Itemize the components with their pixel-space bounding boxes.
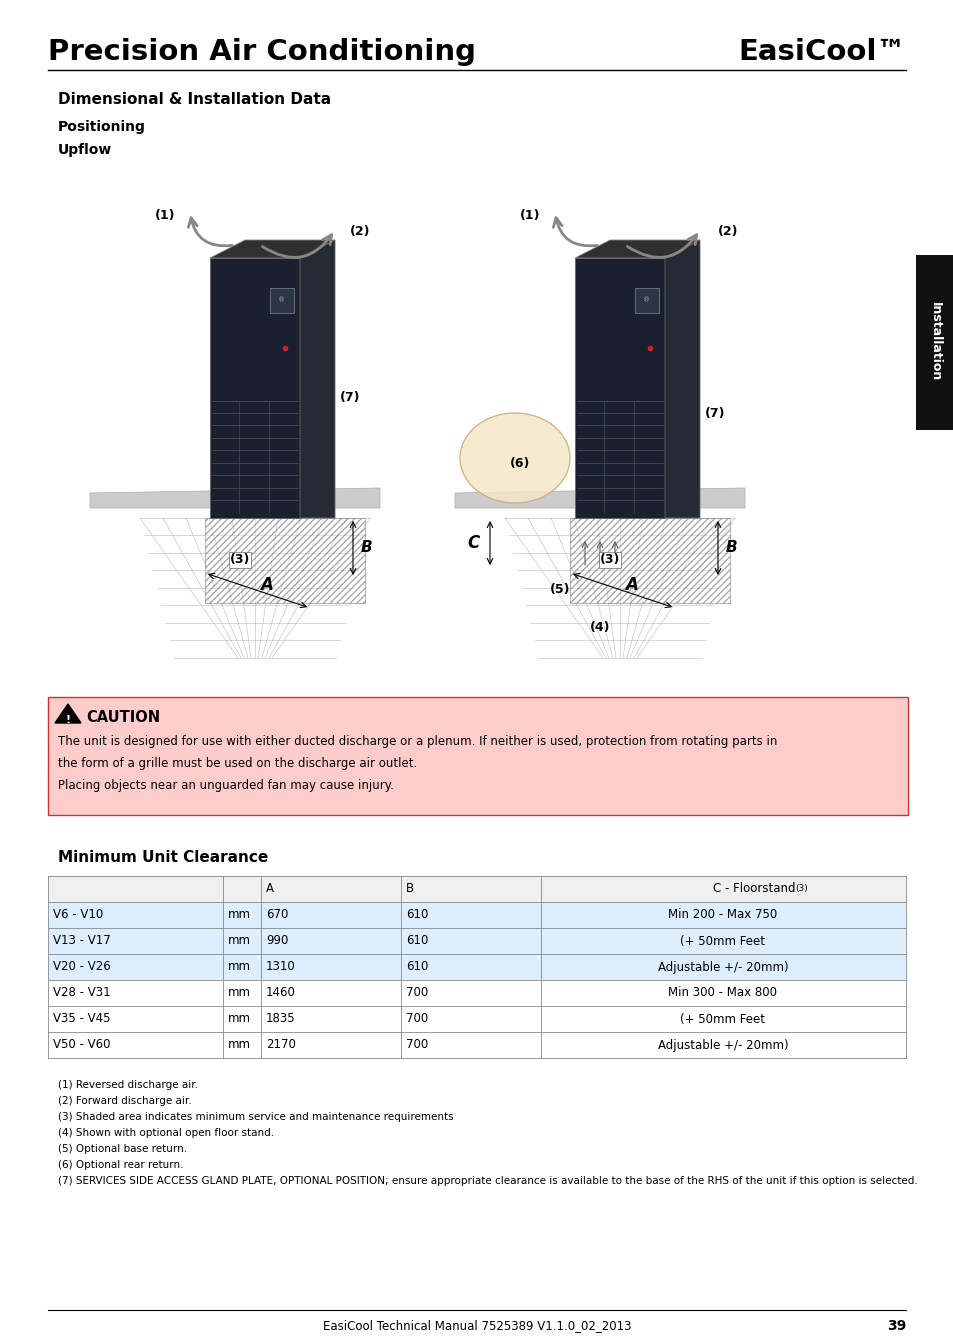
- Text: (5) Optional base return.: (5) Optional base return.: [58, 1144, 187, 1154]
- Text: (6): (6): [509, 457, 530, 470]
- Bar: [635, 288, 659, 313]
- Text: mm: mm: [228, 960, 251, 973]
- Ellipse shape: [459, 412, 569, 503]
- Text: mm: mm: [228, 1039, 251, 1051]
- Bar: [48, 953, 905, 980]
- Bar: [270, 288, 294, 313]
- Text: A: A: [266, 882, 274, 896]
- Bar: [205, 518, 365, 603]
- Bar: [915, 254, 953, 430]
- Text: (4) Shown with optional open floor stand.: (4) Shown with optional open floor stand…: [58, 1127, 274, 1138]
- Bar: [569, 518, 729, 603]
- Text: (7): (7): [339, 391, 360, 404]
- Text: (1): (1): [519, 209, 539, 221]
- Text: V35 - V45: V35 - V45: [53, 1012, 111, 1026]
- Text: Min 300 - Max 800: Min 300 - Max 800: [668, 987, 777, 999]
- Text: Min 200 - Max 750: Min 200 - Max 750: [668, 908, 777, 921]
- Polygon shape: [299, 240, 335, 518]
- Text: Adjustable +/- 20mm): Adjustable +/- 20mm): [657, 1039, 787, 1051]
- Text: 700: 700: [406, 987, 428, 999]
- Text: B: B: [406, 882, 414, 896]
- Text: 610: 610: [406, 908, 428, 921]
- Polygon shape: [575, 240, 700, 258]
- Text: The unit is designed for use with either ducted discharge or a plenum. If neithe: The unit is designed for use with either…: [58, 735, 777, 749]
- Text: (3): (3): [599, 553, 619, 566]
- Text: (+ 50mm Feet: (+ 50mm Feet: [679, 1012, 764, 1026]
- Polygon shape: [210, 258, 299, 518]
- Text: V13 - V17: V13 - V17: [53, 935, 111, 948]
- Bar: [569, 518, 729, 603]
- Bar: [48, 902, 905, 928]
- Text: 990: 990: [266, 935, 288, 948]
- Text: !: !: [66, 715, 71, 724]
- Text: B: B: [725, 541, 737, 556]
- Bar: [48, 1032, 905, 1058]
- Polygon shape: [90, 487, 379, 507]
- Text: EasiCool Technical Manual 7525389 V1.1.0_02_2013: EasiCool Technical Manual 7525389 V1.1.0…: [322, 1319, 631, 1332]
- Polygon shape: [55, 704, 81, 723]
- Text: Positioning: Positioning: [58, 121, 146, 134]
- Text: CAUTION: CAUTION: [86, 710, 160, 724]
- Text: mm: mm: [228, 935, 251, 948]
- Text: EasiCool™: EasiCool™: [738, 37, 905, 66]
- Text: 610: 610: [406, 935, 428, 948]
- Text: mm: mm: [228, 908, 251, 921]
- Text: (2): (2): [350, 225, 370, 238]
- Text: (3): (3): [230, 553, 250, 566]
- Text: V6 - V10: V6 - V10: [53, 908, 103, 921]
- Text: 670: 670: [266, 908, 288, 921]
- Text: Upflow: Upflow: [58, 143, 112, 157]
- Text: mm: mm: [228, 987, 251, 999]
- Bar: [48, 980, 905, 1006]
- Text: 700: 700: [406, 1012, 428, 1026]
- Text: (2): (2): [717, 225, 738, 238]
- Text: 2170: 2170: [266, 1039, 295, 1051]
- Text: C: C: [467, 534, 479, 552]
- Text: Dimensional & Installation Data: Dimensional & Installation Data: [58, 92, 331, 107]
- Text: A: A: [260, 576, 274, 595]
- Text: Minimum Unit Clearance: Minimum Unit Clearance: [58, 850, 268, 865]
- Text: (1): (1): [154, 209, 175, 221]
- Text: 700: 700: [406, 1039, 428, 1051]
- Bar: [48, 928, 905, 953]
- Text: Placing objects near an unguarded fan may cause injury.: Placing objects near an unguarded fan ma…: [58, 779, 394, 793]
- Text: (3) Shaded area indicates minimum service and maintenance requirements: (3) Shaded area indicates minimum servic…: [58, 1111, 453, 1122]
- Polygon shape: [210, 240, 335, 258]
- Text: 610: 610: [406, 960, 428, 973]
- Text: B: B: [360, 541, 373, 556]
- Polygon shape: [664, 240, 700, 518]
- Text: Adjustable +/- 20mm): Adjustable +/- 20mm): [657, 960, 787, 973]
- Text: (7) SERVICES SIDE ACCESS GLAND PLATE, OPTIONAL POSITION; ensure appropriate clea: (7) SERVICES SIDE ACCESS GLAND PLATE, OP…: [58, 1176, 917, 1186]
- Bar: [48, 876, 905, 902]
- Text: 39: 39: [886, 1319, 905, 1334]
- Text: ®: ®: [642, 297, 650, 303]
- Text: (3): (3): [794, 884, 807, 893]
- Text: (1) Reversed discharge air.: (1) Reversed discharge air.: [58, 1081, 198, 1090]
- Text: ®: ®: [278, 297, 285, 303]
- Text: Installation: Installation: [927, 303, 941, 382]
- Text: (+ 50mm Feet: (+ 50mm Feet: [679, 935, 764, 948]
- Text: V20 - V26: V20 - V26: [53, 960, 111, 973]
- Text: 1835: 1835: [266, 1012, 295, 1026]
- Text: the form of a grille must be used on the discharge air outlet.: the form of a grille must be used on the…: [58, 758, 416, 770]
- Text: (2) Forward discharge air.: (2) Forward discharge air.: [58, 1097, 192, 1106]
- Text: 1460: 1460: [266, 987, 295, 999]
- Text: mm: mm: [228, 1012, 251, 1026]
- Text: (4): (4): [589, 621, 610, 635]
- Text: A: A: [625, 576, 638, 595]
- Text: Precision Air Conditioning: Precision Air Conditioning: [48, 37, 476, 66]
- Text: (5): (5): [549, 584, 570, 596]
- Text: (7): (7): [704, 407, 724, 419]
- Polygon shape: [455, 487, 744, 507]
- Bar: [205, 518, 365, 603]
- Text: C - Floorstand: C - Floorstand: [712, 882, 795, 896]
- Text: (6) Optional rear return.: (6) Optional rear return.: [58, 1160, 183, 1170]
- Bar: [48, 1006, 905, 1032]
- Text: V50 - V60: V50 - V60: [53, 1039, 111, 1051]
- Text: 1310: 1310: [266, 960, 295, 973]
- Text: V28 - V31: V28 - V31: [53, 987, 111, 999]
- Bar: [48, 698, 907, 815]
- Polygon shape: [575, 258, 664, 518]
